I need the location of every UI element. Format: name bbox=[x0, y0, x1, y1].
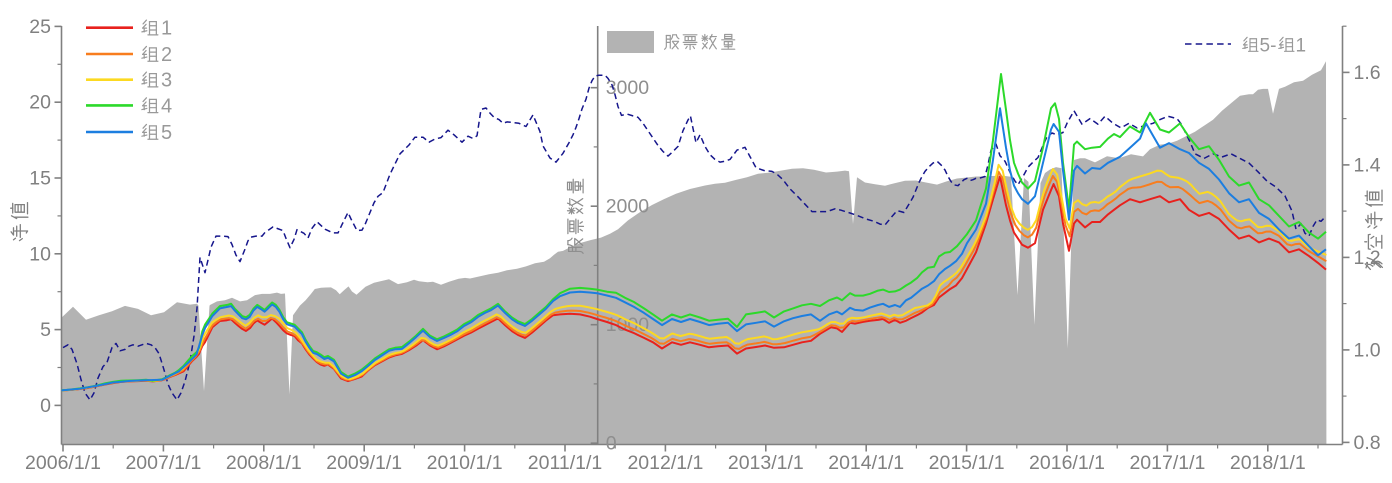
svg-text:25: 25 bbox=[29, 16, 51, 38]
svg-text:20: 20 bbox=[29, 92, 51, 114]
svg-text:2014/1/1: 2014/1/1 bbox=[828, 452, 904, 474]
svg-text:2015/1/1: 2015/1/1 bbox=[929, 452, 1005, 474]
svg-text:0.8: 0.8 bbox=[1354, 432, 1381, 454]
svg-text:1.6: 1.6 bbox=[1354, 62, 1381, 84]
svg-text:2006/1/1: 2006/1/1 bbox=[25, 452, 101, 474]
svg-text:2018/1/1: 2018/1/1 bbox=[1230, 452, 1306, 474]
svg-text:2008/1/1: 2008/1/1 bbox=[226, 452, 302, 474]
svg-text:2009/1/1: 2009/1/1 bbox=[326, 452, 402, 474]
svg-text:2016/1/1: 2016/1/1 bbox=[1029, 452, 1105, 474]
svg-text:2013/1/1: 2013/1/1 bbox=[728, 452, 804, 474]
svg-text:0: 0 bbox=[606, 433, 617, 455]
svg-text:3: 3 bbox=[161, 70, 172, 92]
svg-text:2: 2 bbox=[161, 44, 172, 66]
svg-text:10: 10 bbox=[29, 243, 51, 265]
svg-text:1.0: 1.0 bbox=[1354, 339, 1381, 361]
svg-text:5: 5 bbox=[40, 319, 51, 341]
svg-text:2017/1/1: 2017/1/1 bbox=[1129, 452, 1205, 474]
svg-text:1.4: 1.4 bbox=[1354, 154, 1381, 176]
svg-text:5-: 5- bbox=[1260, 36, 1277, 57]
svg-text:2011/1/1: 2011/1/1 bbox=[528, 452, 602, 474]
svg-text:1: 1 bbox=[161, 18, 172, 40]
svg-text:4: 4 bbox=[161, 95, 172, 117]
svg-text:2012/1/1: 2012/1/1 bbox=[627, 452, 703, 474]
svg-text:1: 1 bbox=[1296, 36, 1307, 57]
svg-text:5: 5 bbox=[161, 122, 172, 144]
svg-text:0: 0 bbox=[40, 395, 51, 417]
svg-text:15: 15 bbox=[29, 168, 51, 190]
svg-text:3000: 3000 bbox=[606, 77, 650, 99]
svg-text:2000: 2000 bbox=[606, 196, 650, 218]
svg-text:2007/1/1: 2007/1/1 bbox=[125, 452, 201, 474]
svg-text:2010/1/1: 2010/1/1 bbox=[427, 452, 503, 474]
